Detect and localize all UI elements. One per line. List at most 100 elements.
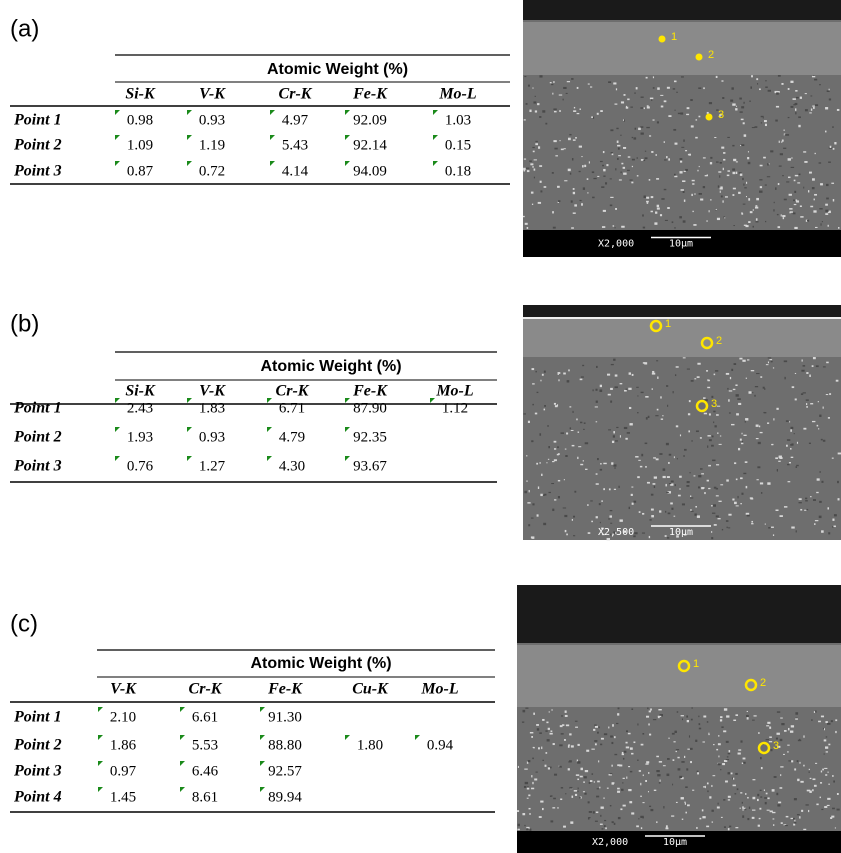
speckle bbox=[686, 768, 689, 771]
speckle bbox=[814, 523, 816, 525]
scale-length: 10µm bbox=[669, 527, 693, 538]
speckle bbox=[552, 508, 555, 512]
speckle bbox=[779, 457, 783, 459]
speckle bbox=[557, 806, 559, 809]
speckle bbox=[721, 528, 724, 531]
speckle bbox=[526, 480, 528, 482]
speckle bbox=[681, 718, 683, 721]
speckle bbox=[830, 720, 833, 723]
speckle bbox=[601, 500, 603, 502]
speckle bbox=[716, 217, 721, 221]
speckle bbox=[557, 496, 561, 499]
speckle bbox=[568, 744, 571, 746]
speckle bbox=[787, 481, 791, 483]
speckle bbox=[803, 427, 807, 430]
speckle bbox=[603, 175, 606, 177]
speckle bbox=[721, 80, 724, 82]
speckle bbox=[591, 748, 595, 750]
speckle bbox=[622, 804, 626, 807]
speckle bbox=[522, 709, 526, 713]
speckle bbox=[679, 158, 683, 161]
speckle bbox=[617, 816, 621, 820]
point-marker bbox=[705, 113, 713, 121]
speckle bbox=[545, 730, 548, 732]
point-marker bbox=[700, 336, 714, 350]
speckle bbox=[683, 139, 685, 142]
speckle bbox=[592, 196, 595, 199]
speckle bbox=[696, 515, 700, 518]
cell-marker bbox=[415, 735, 420, 740]
speckle bbox=[782, 175, 784, 177]
speckle bbox=[777, 226, 781, 229]
cell-marker bbox=[187, 427, 192, 432]
speckle bbox=[757, 466, 761, 469]
speckle bbox=[666, 156, 668, 159]
speckle bbox=[734, 462, 737, 465]
speckle bbox=[696, 770, 699, 773]
speckle bbox=[564, 529, 567, 533]
speckle bbox=[794, 768, 797, 771]
speckle bbox=[746, 710, 748, 712]
table-cell: 0.18 bbox=[445, 163, 471, 179]
speckle bbox=[781, 139, 784, 142]
speckle bbox=[617, 147, 620, 150]
speckle bbox=[825, 130, 827, 133]
speckle bbox=[548, 446, 550, 449]
speckle bbox=[597, 457, 599, 461]
speckle bbox=[652, 719, 657, 721]
speckle bbox=[776, 732, 780, 735]
speckle bbox=[595, 811, 599, 814]
cell-marker bbox=[115, 110, 120, 115]
speckle bbox=[766, 809, 770, 811]
speckle bbox=[641, 453, 644, 457]
speckle bbox=[779, 787, 783, 789]
speckle bbox=[795, 530, 797, 533]
speckle bbox=[800, 393, 804, 396]
speckle bbox=[745, 225, 749, 228]
speckle bbox=[778, 801, 782, 804]
speckle bbox=[696, 826, 698, 829]
speckle bbox=[594, 820, 598, 822]
speckle bbox=[722, 97, 725, 99]
speckle bbox=[614, 386, 618, 389]
table-cell: 6.61 bbox=[192, 709, 218, 725]
speckle bbox=[764, 801, 767, 805]
speckle bbox=[740, 442, 744, 445]
speckle bbox=[699, 817, 702, 820]
speckle bbox=[578, 145, 582, 148]
speckle bbox=[644, 442, 648, 445]
speckle bbox=[700, 198, 704, 201]
speckle bbox=[680, 189, 684, 191]
speckle bbox=[532, 146, 535, 149]
speckle bbox=[539, 75, 543, 78]
speckle bbox=[658, 782, 661, 784]
speckle bbox=[671, 732, 675, 735]
speckle bbox=[833, 525, 836, 528]
speckle bbox=[687, 804, 690, 807]
point-label: 3 bbox=[773, 740, 779, 752]
speckle bbox=[631, 812, 635, 815]
speckle bbox=[764, 123, 767, 127]
speckle bbox=[813, 210, 817, 213]
table-cell: 1.12 bbox=[442, 400, 468, 416]
speckle bbox=[637, 759, 639, 761]
speckle bbox=[583, 776, 587, 779]
speckle bbox=[720, 769, 722, 771]
speckle bbox=[755, 206, 759, 209]
speckle bbox=[579, 199, 582, 202]
speckle bbox=[558, 379, 560, 382]
speckle bbox=[727, 752, 731, 755]
table-cell: 8.61 bbox=[192, 789, 218, 805]
speckle bbox=[647, 791, 650, 793]
speckle bbox=[807, 190, 810, 193]
speckle bbox=[727, 170, 730, 172]
speckle bbox=[611, 440, 615, 444]
speckle bbox=[578, 446, 582, 448]
speckle bbox=[674, 109, 676, 111]
speckle bbox=[703, 715, 707, 718]
speckle bbox=[533, 159, 537, 161]
speckle bbox=[567, 137, 571, 141]
table-cell: 1.27 bbox=[199, 458, 226, 474]
scale-band bbox=[517, 831, 841, 853]
speckle bbox=[637, 723, 639, 726]
